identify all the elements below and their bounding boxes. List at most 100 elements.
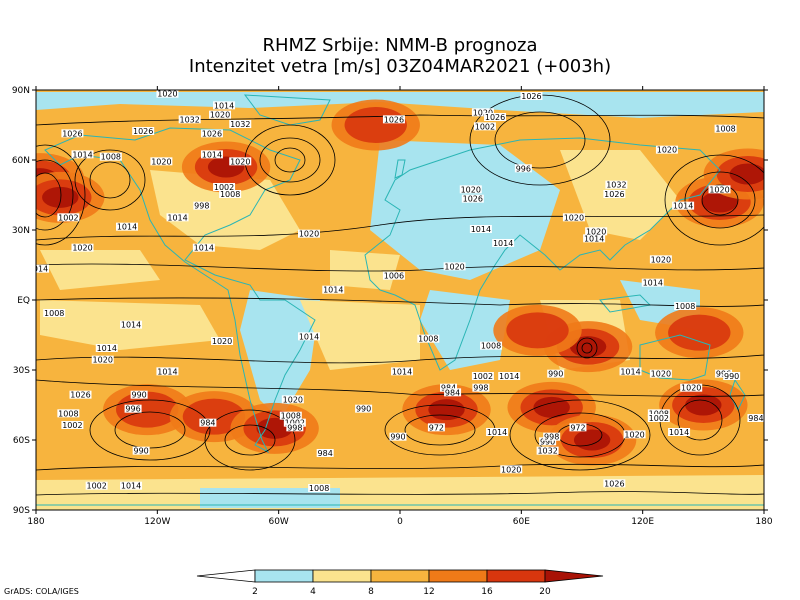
pressure-label: 1032 (537, 447, 557, 456)
pressure-label: 998 (473, 384, 488, 393)
colorbar: 2 4 8 12 16 20 (196, 569, 604, 597)
pressure-label: 1020 (151, 157, 171, 166)
pressure-label: 1020 (230, 157, 250, 166)
pressure-label-bg (603, 479, 626, 488)
pressure-label-bg (57, 213, 80, 222)
pressure-label-bg (61, 421, 84, 429)
pressure-label-bg (472, 383, 490, 392)
pressure-label: 1032 (230, 120, 250, 129)
pressure-label-bg (605, 180, 628, 189)
pressure-label-bg (150, 157, 173, 166)
pressure-label-bg (427, 423, 445, 432)
pressure-label-bg (132, 446, 150, 455)
pressure-label: 1026 (62, 129, 82, 138)
lat-tick-label: EQ (17, 296, 30, 306)
pressure-label-bg (708, 185, 731, 194)
pressure-label: 1014 (392, 367, 412, 376)
pressure-label-bg (486, 428, 509, 436)
pressure-label-bg (213, 183, 236, 191)
pressure-label: 1008 (418, 335, 438, 344)
pressure-label-bg (91, 355, 114, 364)
pressure-label-bg (647, 409, 670, 418)
pressure-label-bg (120, 481, 143, 490)
wind-maximum (533, 396, 570, 418)
map-title-line-1: RHMZ Srbije: NMM-B prognoza (262, 35, 538, 56)
pressure-label-bg (166, 213, 189, 222)
pressure-label-bg (543, 432, 561, 441)
pressure-label: 1008 (101, 153, 121, 162)
pressure-label-bg (389, 432, 407, 441)
pressure-label: 1026 (485, 113, 505, 122)
pressure-label: 1014 (493, 239, 513, 248)
pressure-label: 1020 (444, 262, 464, 271)
pressure-label-bg (668, 428, 691, 436)
pressure-label: 1014 (323, 286, 343, 295)
pressure-label-bg (229, 157, 252, 166)
pressure-label: 1002 (62, 421, 82, 430)
pressure-label: 1020 (461, 185, 481, 194)
pressure-label: 972 (429, 423, 444, 432)
lon-tick-label: 120E (631, 517, 654, 527)
pressure-label-bg (308, 484, 331, 492)
pressure-label: 1032 (606, 181, 626, 190)
pressure-label-bg (69, 390, 92, 399)
colorbar-label: 20 (539, 587, 551, 597)
lat-tick-label: 30N (12, 226, 30, 236)
pressure-label: 1020 (681, 384, 701, 393)
pressure-label: 1026 (384, 115, 404, 124)
pressure-label-bg (444, 388, 462, 397)
pressure-label: 1002 (473, 372, 493, 381)
pressure-label: 1008 (649, 409, 669, 418)
pressure-label-bg (156, 367, 179, 376)
pressure-label: 1020 (157, 90, 177, 99)
pressure-label: 1014 (167, 213, 187, 222)
colorbar-label: 8 (368, 587, 374, 597)
colorbar-low-arrow (196, 569, 256, 583)
colorbar-label: 4 (310, 587, 316, 597)
pressure-label: 1014 (620, 367, 640, 376)
wind-maximum (42, 186, 79, 208)
lat-tick-label: 60S (13, 436, 30, 446)
pressure-label: 1020 (651, 370, 671, 379)
pressure-label: 1008 (481, 342, 501, 351)
lat-tick-label: 60N (12, 156, 30, 166)
pressure-label-bg (417, 334, 440, 343)
wind-maximum (256, 417, 293, 439)
colorbar-segment (428, 569, 488, 583)
pressure-label-bg (443, 262, 466, 271)
colorbar-label: 12 (423, 587, 434, 597)
pressure-label: 1008 (58, 409, 78, 418)
pressure-label-bg (57, 409, 80, 418)
pressure-label-bg (61, 129, 84, 138)
pressure-label: 990 (390, 433, 405, 442)
pressure-label-bg (569, 423, 587, 432)
pressure-label-bg (200, 129, 223, 138)
pressure-label: 998 (544, 433, 559, 442)
pressure-label: 1014 (669, 428, 689, 437)
pressure-label-bg (498, 372, 521, 380)
wind-maximum (182, 398, 246, 435)
pressure-label-bg (471, 108, 494, 117)
pressure-label: 996 (125, 405, 140, 414)
pressure-label-bg (95, 344, 118, 352)
pressure-label-bg (623, 430, 646, 439)
pressure-label-bg (85, 481, 108, 490)
pressure-label: 1026 (70, 391, 90, 400)
colorbar-segment (254, 569, 314, 583)
pressure-label: 1020 (283, 395, 303, 404)
pressure-label-bg (36, 264, 50, 273)
pressure-label: 1020 (473, 108, 493, 117)
pressure-label-bg (178, 115, 201, 124)
pressure-label: 1008 (220, 190, 240, 199)
pressure-label-bg (723, 372, 741, 380)
pressure-label-bg (539, 437, 557, 446)
colorbar-segment (486, 569, 546, 583)
pressure-label-bg (279, 411, 302, 420)
pressure-label: 1002 (58, 213, 78, 222)
pressure-label: 1020 (501, 465, 521, 474)
pressure-label: 998 (194, 202, 209, 211)
pressure-label-bg (714, 124, 737, 133)
lon-tick-label: 180 (755, 517, 772, 527)
pressure-label-bg (132, 127, 155, 135)
pressure-label-bg (641, 278, 664, 287)
